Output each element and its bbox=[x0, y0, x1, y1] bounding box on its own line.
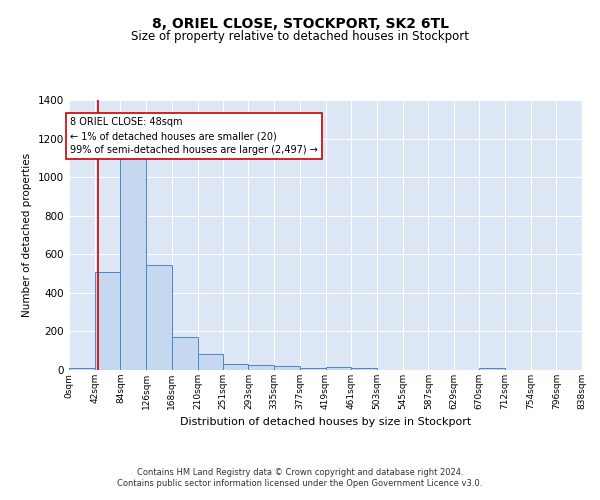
Bar bbox=[351, 368, 377, 370]
Bar bbox=[479, 368, 505, 370]
Text: 8, ORIEL CLOSE, STOCKPORT, SK2 6TL: 8, ORIEL CLOSE, STOCKPORT, SK2 6TL bbox=[151, 18, 449, 32]
Text: Size of property relative to detached houses in Stockport: Size of property relative to detached ho… bbox=[131, 30, 469, 43]
Text: 8 ORIEL CLOSE: 48sqm
← 1% of detached houses are smaller (20)
99% of semi-detach: 8 ORIEL CLOSE: 48sqm ← 1% of detached ho… bbox=[70, 118, 318, 156]
Bar bbox=[248, 365, 274, 370]
Bar bbox=[223, 364, 248, 370]
Y-axis label: Number of detached properties: Number of detached properties bbox=[22, 153, 32, 317]
X-axis label: Distribution of detached houses by size in Stockport: Distribution of detached houses by size … bbox=[180, 418, 471, 428]
Bar bbox=[197, 354, 223, 370]
Bar bbox=[69, 368, 95, 370]
Bar bbox=[146, 265, 172, 370]
Text: Contains public sector information licensed under the Open Government Licence v3: Contains public sector information licen… bbox=[118, 480, 482, 488]
Text: Contains HM Land Registry data © Crown copyright and database right 2024.: Contains HM Land Registry data © Crown c… bbox=[137, 468, 463, 477]
Bar bbox=[274, 366, 300, 370]
Bar bbox=[121, 142, 146, 370]
Bar bbox=[95, 272, 121, 370]
Bar bbox=[300, 368, 325, 370]
Bar bbox=[172, 337, 197, 370]
Bar bbox=[325, 368, 351, 370]
